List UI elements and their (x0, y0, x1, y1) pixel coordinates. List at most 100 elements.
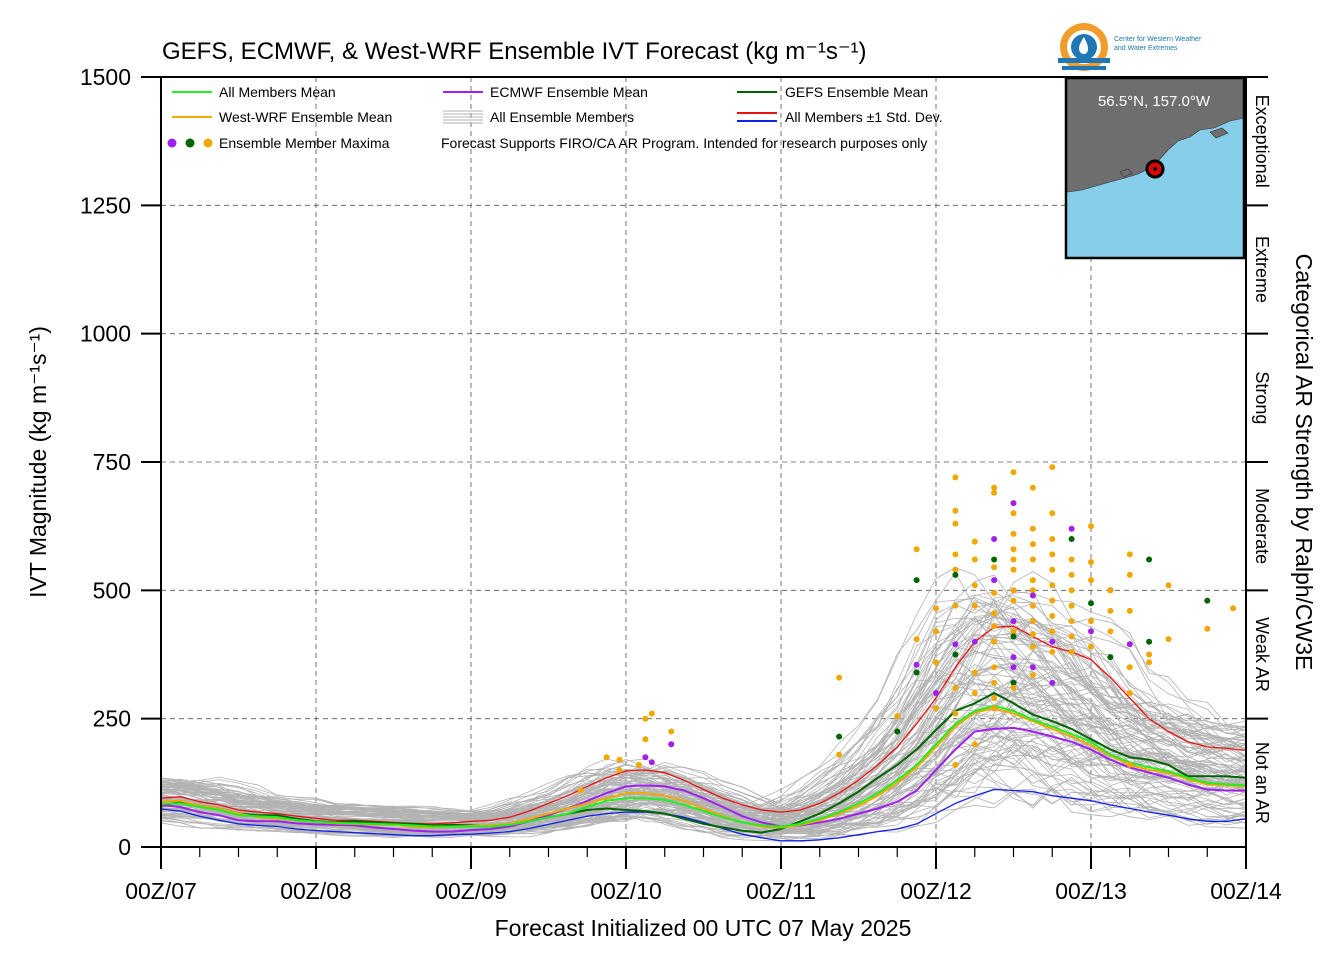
member-maximum-point (991, 577, 998, 584)
member-maximum-point (1088, 600, 1094, 607)
ensemble-member-line (160, 618, 1247, 818)
member-maximum-point (603, 754, 610, 761)
ensemble-member-line (160, 619, 1247, 816)
member-maximum-point (836, 674, 843, 681)
member-maximum-point (991, 638, 998, 645)
legend-label-west-wrf-mean: West-WRF Ensemble Mean (219, 109, 392, 125)
member-maximum-point (1088, 643, 1094, 650)
member-maximum-point (1010, 587, 1017, 594)
member-maximum-point (1029, 664, 1036, 671)
member-maximum-point (1010, 664, 1017, 671)
member-maximum-point (1029, 484, 1036, 491)
member-maximum-point (913, 577, 920, 584)
legend-label-all-members-mean: All Members Mean (219, 84, 336, 100)
member-maximum-point (1146, 556, 1153, 563)
member-maximum-point (971, 556, 978, 563)
member-maximum-point (1068, 536, 1075, 542)
member-maximum-point (1049, 464, 1056, 471)
x-tick-label: 00Z/14 (1210, 878, 1282, 904)
member-maximum-point (1049, 597, 1056, 604)
member-maximum-point (1204, 597, 1211, 604)
member-maximum-point (1010, 546, 1017, 553)
member-maximum-point (933, 628, 939, 635)
member-maximum-point (991, 489, 998, 496)
member-maximum-point (1010, 679, 1017, 686)
member-maximum-point (971, 690, 978, 696)
x-tick-label: 00Z/11 (746, 878, 816, 904)
member-maximum-point (1010, 469, 1017, 476)
member-maximum-point (952, 571, 959, 578)
y-tick-label: 250 (93, 706, 131, 732)
member-maximum-point (952, 602, 959, 609)
member-maximum-point (1029, 525, 1036, 532)
member-maximum-point (1029, 602, 1036, 609)
member-maximum-point (1126, 607, 1133, 614)
location-inset-map: 56.5°N, 157.0°W (1064, 76, 1246, 260)
inset-landmass (1065, 77, 1245, 193)
member-maximum-point (668, 728, 675, 735)
ensemble-member-line (160, 681, 1247, 826)
y-tick-label: 1000 (80, 321, 131, 347)
member-maximum-point (952, 641, 959, 648)
legend-label-ecmwf-mean: ECMWF Ensemble Mean (490, 84, 648, 100)
member-maximum-point (648, 710, 655, 717)
member-maximum-point (952, 684, 959, 691)
category-axis: Exceptional Extreme Strong Moderate Weak AR N… (1245, 76, 1272, 847)
member-maximum-point (1010, 633, 1017, 640)
member-maximum-point (1146, 659, 1153, 666)
member-maximum-point (1049, 551, 1056, 558)
member-maximum-point (991, 484, 998, 491)
member-maximum-point (991, 610, 998, 617)
y-axis-label: IVT Magnitude (kg m⁻¹s⁻¹) (25, 326, 51, 598)
member-maximum-point (1010, 684, 1017, 691)
logo-text-line2: and Water Extremes (1114, 45, 1178, 52)
member-maximum-point (1049, 582, 1056, 589)
member-maximum-point (1029, 618, 1036, 625)
y-tick-label: 500 (93, 577, 131, 603)
x-tick-label: 00Z/09 (435, 878, 507, 904)
member-maximum-point (836, 751, 843, 758)
member-maximum-point (933, 705, 939, 712)
member-maximum-point (971, 669, 978, 676)
member-maximum-point (1068, 602, 1075, 609)
x-tick-label: 00Z/12 (900, 878, 972, 904)
member-maximum-point (1146, 651, 1153, 658)
member-maximum-point (971, 582, 978, 589)
y-tick-label: 0 (118, 834, 131, 860)
member-maximum-point (1049, 638, 1056, 645)
ensemble-member-line (160, 574, 1247, 817)
x-axis: 00Z/07 00Z/08 00Z/09 00Z/10 00Z/11 00Z/12 00Z/… (125, 847, 1282, 904)
x-tick-label: 00Z/13 (1055, 878, 1127, 904)
legend-label-gefs-mean: GEFS Ensemble Mean (785, 84, 928, 100)
member-maximum-point (1029, 541, 1036, 548)
ensemble-member-line (160, 600, 1247, 817)
category-label-weak-ar: Weak AR (1252, 617, 1272, 692)
member-maximum-point (991, 679, 998, 686)
member-maximum-point (933, 605, 939, 612)
member-maximum-point (642, 754, 649, 761)
ensemble-member-line (160, 635, 1247, 819)
member-maximum-point (1068, 525, 1075, 532)
legend-dot-ecmwf (167, 138, 177, 148)
member-maximum-point (913, 661, 920, 668)
category-label-extreme: Extreme (1252, 236, 1272, 303)
ensemble-member-line (160, 739, 1247, 835)
member-maximum-point (1068, 556, 1075, 563)
member-maximum-point (1029, 592, 1036, 599)
member-maximum-point (1049, 536, 1056, 542)
member-maximum-point (952, 710, 959, 717)
category-label-exceptional: Exceptional (1252, 95, 1272, 188)
member-maximum-point (1049, 613, 1056, 619)
member-maximum-point (1029, 672, 1036, 678)
member-maximum-point (616, 767, 623, 773)
right-axis-label: Categorical AR Strength by Ralph/CW3E (1291, 254, 1317, 671)
member-maximum-point (1068, 571, 1075, 578)
member-maximum-point (971, 538, 978, 545)
member-maximum-point (991, 589, 998, 596)
x-tick-label: 00Z/08 (280, 878, 352, 904)
member-maximum-point (913, 636, 920, 643)
member-maximum-point (1010, 597, 1017, 604)
member-maximum-point (1107, 587, 1114, 594)
legend-note-firo: Forecast Supports FIRO/CA AR Program. In… (441, 135, 927, 151)
